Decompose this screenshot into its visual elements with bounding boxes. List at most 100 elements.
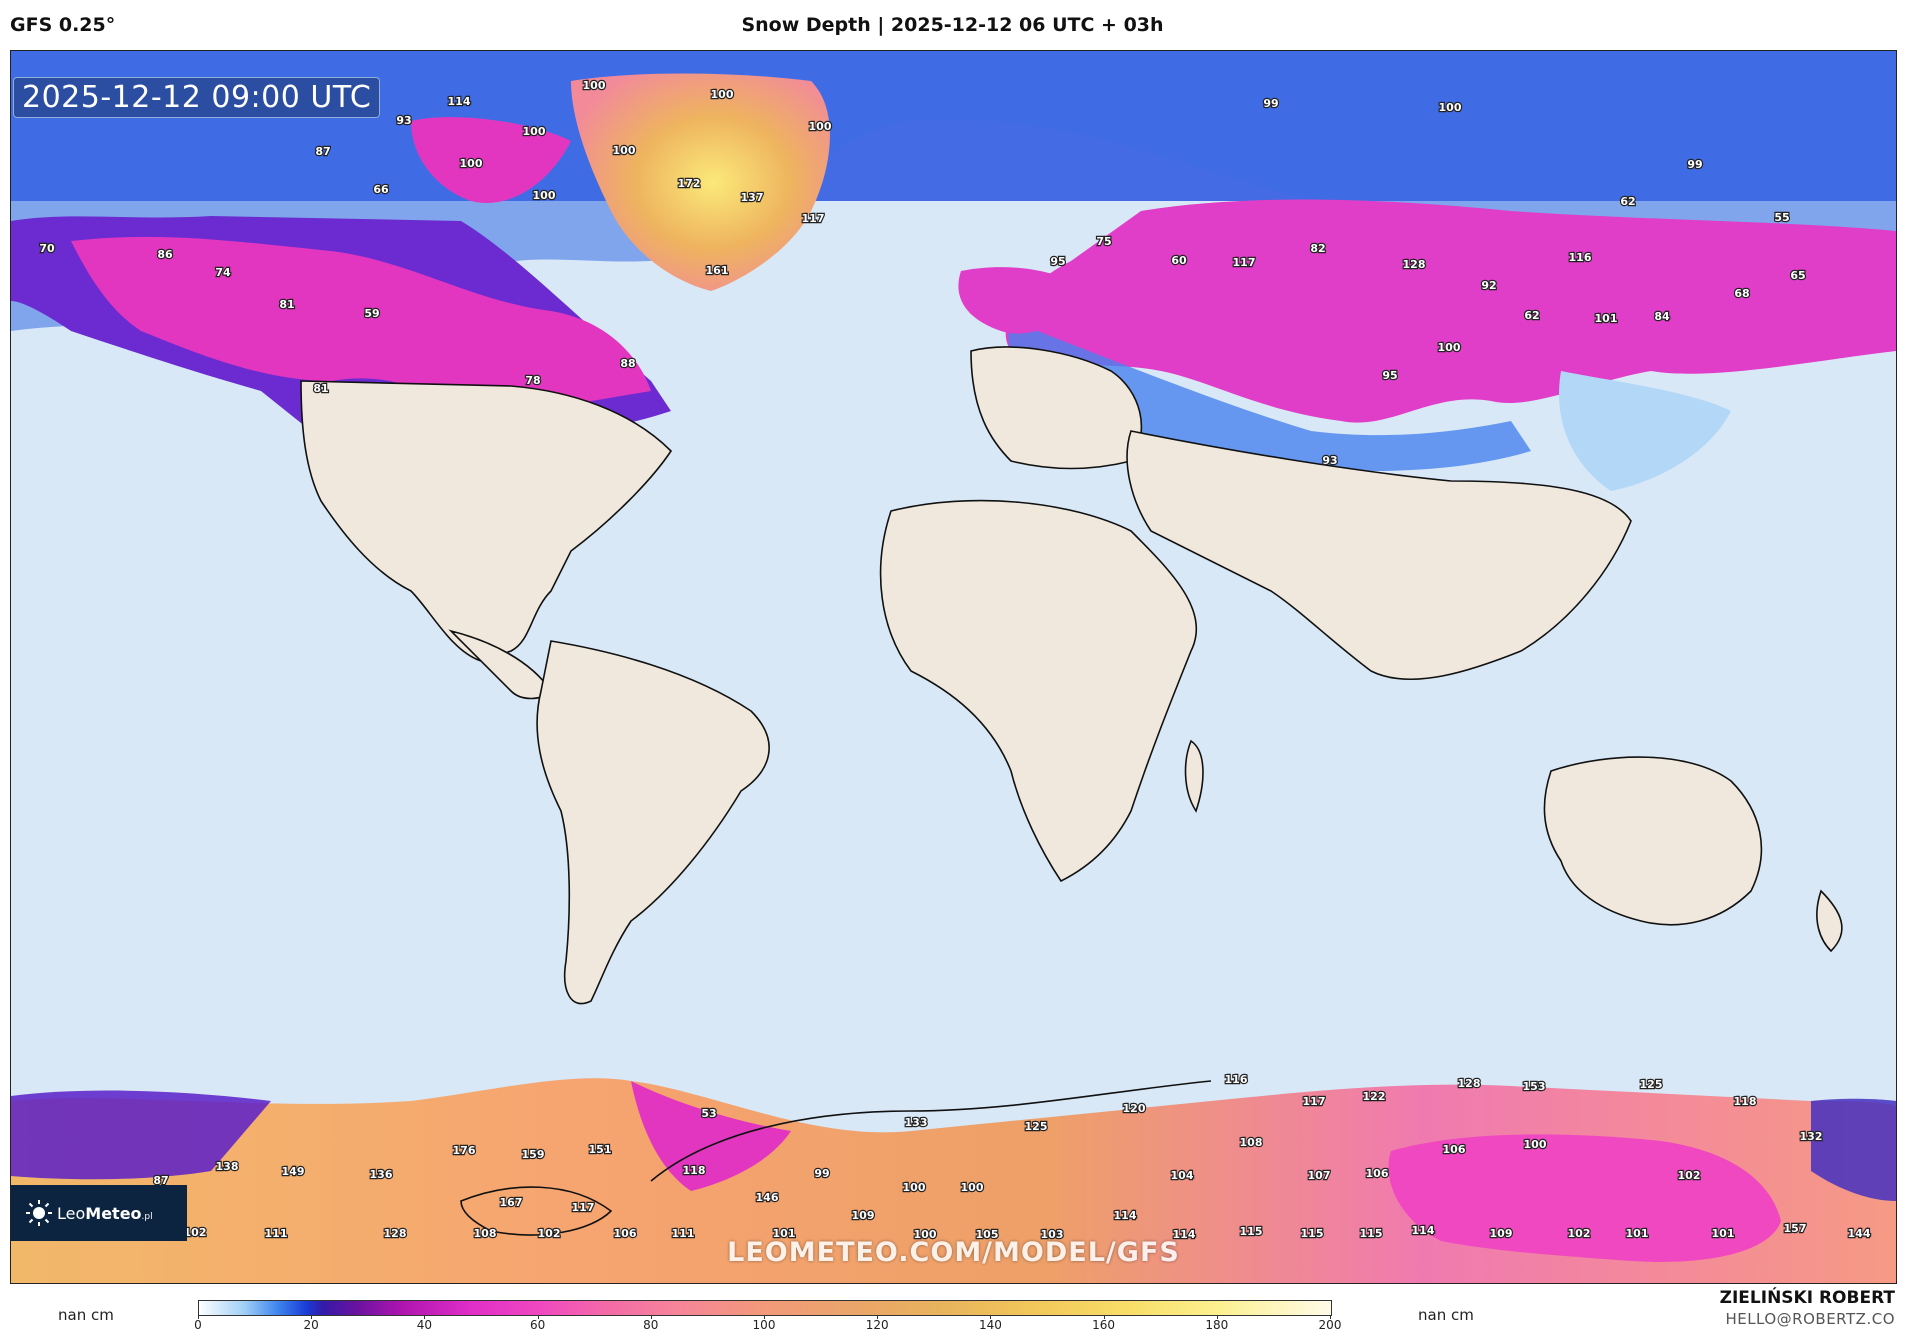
snow-depth-value: 146 (756, 1191, 779, 1204)
central-america (448, 629, 553, 700)
snow-depth-value: 106 (1443, 1143, 1466, 1156)
land-layer (300, 346, 1843, 1005)
snow-depth-value: 99 (1687, 158, 1702, 171)
snow-depth-value: 138 (216, 1160, 239, 1173)
snow-depth-value: 115 (1240, 1225, 1263, 1238)
snow-depth-value: 102 (1568, 1227, 1591, 1240)
snow-depth-map[interactable]: 100 114 93 100 100 100 100 87 100 66 100 172 137 117 1… (10, 50, 1897, 1284)
map-title: Snow Depth | 2025-12-12 06 UTC + 03h (741, 14, 1164, 36)
snow-depth-value: 100 (583, 79, 606, 92)
snow-depth-value: 107 (1308, 1169, 1331, 1182)
snow-depth-value: 176 (453, 1144, 476, 1157)
snow-depth-value: 74 (215, 266, 231, 279)
snow-depth-value: 87 (315, 145, 330, 158)
snow-depth-value: 111 (672, 1227, 695, 1240)
snow-depth-value: 101 (1626, 1227, 1649, 1240)
map-canvas: 100 114 93 100 100 100 100 87 100 66 100 172 137 117 1… (11, 51, 1896, 1283)
snow-depth-value: 102 (184, 1226, 207, 1239)
site-watermark: LEOMETEO.COM/MODEL/GFS (727, 1237, 1180, 1268)
snow-depth-value: 100 (523, 125, 546, 138)
snow-depth-value: 109 (852, 1209, 875, 1222)
snow-depth-value: 125 (1025, 1120, 1048, 1133)
snow-depth-value: 102 (1678, 1169, 1701, 1182)
north-snow-layer (11, 51, 1896, 491)
colorbar-tick-mark (1216, 1315, 1218, 1319)
snow-depth-value: 105 (976, 1228, 999, 1241)
snow-depth-value: 101 (1712, 1227, 1735, 1240)
snow-depth-value: 101 (1595, 312, 1618, 325)
snow-depth-value: 75 (1096, 235, 1111, 248)
value-labels: 100 114 93 100 100 100 100 87 100 66 100 172 137 117 1… (38, 78, 1872, 1242)
leometeo-logo[interactable]: LeoMeteo.pl (11, 1185, 187, 1241)
snow-depth-value: 144 (1848, 1227, 1871, 1240)
sun-icon (26, 1200, 52, 1226)
snow-depth-value: 125 (1640, 1078, 1663, 1091)
snow-depth-value: 93 (1322, 454, 1337, 467)
snow-depth-value: 104 (1171, 1169, 1194, 1182)
snow-depth-value: 109 (1490, 1227, 1513, 1240)
snow-depth-value: 136 (370, 1168, 393, 1181)
colorbar-tick-label: 0 (194, 1318, 202, 1332)
colorbar-tick-mark (650, 1315, 652, 1319)
snow-depth-value: 114 (448, 95, 471, 108)
snow-depth-value: 60 (1171, 254, 1187, 267)
snow-depth-value: 101 (773, 1227, 796, 1240)
snow-depth-value: 99 (814, 1167, 829, 1180)
snow-depth-value: 78 (525, 374, 540, 387)
snow-depth-value: 81 (279, 298, 294, 311)
snow-depth-value: 167 (500, 1196, 523, 1209)
snow-depth-value: 92 (1481, 279, 1496, 292)
nan-right-label: nan cm (1418, 1306, 1474, 1324)
snow-depth-value: 103 (1041, 1228, 1064, 1241)
author-name: ZIELIŃSKI ROBERT (1719, 1288, 1895, 1308)
snow-depth-value: 128 (1458, 1077, 1481, 1090)
colorbar-tick-label: 120 (865, 1318, 889, 1332)
snow-depth-value: 117 (1303, 1095, 1326, 1108)
snow-depth-value: 133 (905, 1116, 928, 1129)
colorbar-tick-mark (198, 1315, 199, 1319)
snow-depth-value: 115 (1301, 1227, 1324, 1240)
africa (879, 499, 1197, 883)
snow-depth-value: 100 (961, 1181, 984, 1194)
colorbar-tick-mark (537, 1315, 539, 1319)
snow-depth-value: 149 (282, 1165, 305, 1178)
logo-wordmark: LeoMeteo.pl (57, 1203, 153, 1223)
snow-depth-value: 66 (373, 183, 389, 196)
snow-depth-value: 159 (522, 1148, 545, 1161)
snow-depth-value: 100 (903, 1181, 926, 1194)
snow-depth-value: 100 (914, 1228, 937, 1241)
new-zealand (1816, 889, 1843, 953)
snow-depth-value: 118 (1734, 1095, 1757, 1108)
snow-depth-value: 122 (1363, 1090, 1386, 1103)
colorbar-tick-mark (764, 1315, 765, 1319)
snow-depth-value: 59 (364, 307, 379, 320)
snow-depth-value: 120 (1123, 1102, 1146, 1115)
snow-depth-value: 132 (1800, 1130, 1823, 1143)
australia (1543, 756, 1763, 926)
snow-depth-value: 100 (809, 120, 832, 133)
colorbar-tick-mark (877, 1315, 879, 1319)
snow-depth-value: 100 (460, 157, 483, 170)
snow-depth-value: 106 (614, 1227, 637, 1240)
snow-depth-value: 116 (1225, 1073, 1248, 1086)
author-email[interactable]: HELLO@ROBERTZ.CO (1725, 1310, 1895, 1328)
colorbar (198, 1300, 1332, 1316)
snow-depth-value: 93 (396, 114, 411, 127)
colorbar-tick-mark (1103, 1315, 1105, 1319)
north-america (300, 380, 673, 662)
snow-depth-value: 81 (313, 382, 328, 395)
snow-depth-value: 62 (1620, 195, 1635, 208)
snow-depth-value: 62 (1524, 309, 1539, 322)
snow-depth-value: 116 (1569, 251, 1592, 264)
snow-depth-value: 95 (1382, 369, 1397, 382)
nan-left-label: nan cm (58, 1306, 114, 1324)
colorbar-tick-label: 140 (978, 1318, 1002, 1332)
snow-depth-value: 55 (1774, 211, 1789, 224)
snow-depth-value: 68 (1734, 287, 1749, 300)
snow-depth-value: 137 (741, 191, 764, 204)
snow-depth-value: 118 (683, 1164, 706, 1177)
snow-depth-value: 114 (1412, 1224, 1435, 1237)
snow-depth-value: 153 (1523, 1080, 1546, 1093)
snow-depth-value: 151 (589, 1143, 612, 1156)
snow-depth-value: 99 (1263, 97, 1278, 110)
